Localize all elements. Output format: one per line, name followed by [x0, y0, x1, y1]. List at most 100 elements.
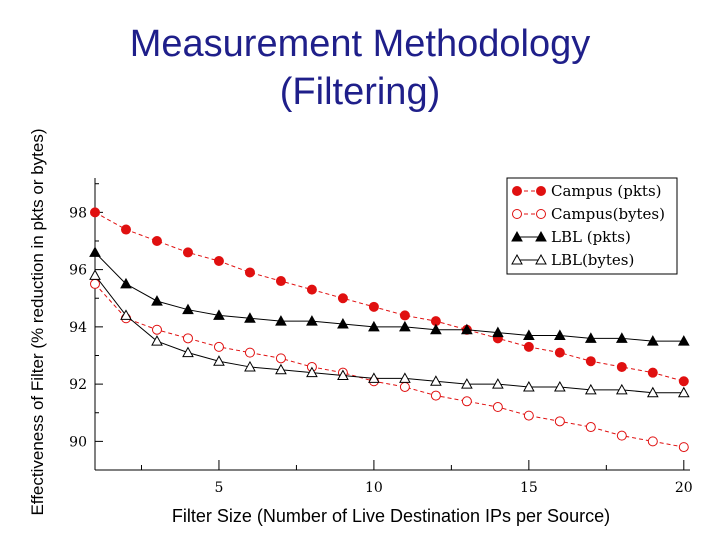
data-point — [616, 430, 627, 441]
data-point — [89, 269, 101, 280]
legend-entry-0: Campus (pkts) — [551, 182, 662, 200]
data-point — [554, 416, 565, 427]
data-point — [182, 247, 193, 258]
data-point — [151, 235, 162, 246]
data-point — [584, 332, 597, 343]
data-point — [461, 378, 473, 389]
data-point — [585, 356, 596, 367]
data-point — [368, 320, 380, 332]
data-point — [182, 333, 193, 344]
data-point — [275, 276, 286, 287]
data-point — [554, 347, 565, 358]
x-tick-label-10: 10 — [365, 480, 383, 496]
legend-box — [506, 177, 678, 275]
data-point — [275, 315, 287, 326]
data-point — [368, 301, 379, 312]
data-point — [337, 369, 349, 381]
data-point — [584, 383, 597, 395]
data-point — [244, 347, 255, 358]
data-point — [646, 386, 659, 398]
series-line-0 — [94, 211, 684, 382]
data-point — [213, 256, 224, 267]
data-point — [151, 335, 163, 346]
series-line-1 — [94, 283, 684, 448]
data-point — [553, 329, 566, 340]
data-point — [430, 390, 441, 401]
series-2 — [89, 246, 690, 346]
legend-marker-3 — [511, 253, 523, 265]
data-point — [90, 278, 100, 289]
data-point — [492, 378, 504, 389]
legend-entry-1: Campus(bytes) — [551, 205, 665, 223]
legend-marker-0 — [512, 186, 522, 196]
data-point — [399, 372, 411, 383]
data-point — [677, 335, 690, 346]
data-point — [678, 442, 689, 453]
data-point — [492, 326, 504, 338]
data-point — [616, 361, 627, 372]
legend-marker-2 — [511, 230, 523, 242]
data-point — [615, 383, 628, 395]
data-point — [213, 309, 225, 320]
data-point — [120, 309, 132, 320]
data-point — [523, 329, 535, 340]
data-point — [306, 284, 317, 295]
series-1 — [90, 278, 689, 453]
x-tick-label-15: 15 — [520, 480, 538, 496]
data-point — [244, 312, 256, 323]
series-3 — [89, 269, 690, 398]
data-point — [461, 396, 472, 407]
series-0 — [90, 207, 689, 387]
data-point — [615, 332, 628, 343]
data-point — [306, 315, 318, 326]
data-point — [647, 367, 658, 378]
data-point — [399, 320, 411, 332]
legend-marker-0 — [536, 186, 546, 196]
data-point — [244, 360, 256, 372]
legend-marker-2 — [535, 230, 547, 242]
x-tick-label-20: 20 — [675, 480, 693, 496]
data-point — [337, 293, 348, 304]
data-point — [492, 402, 503, 413]
slide-title: Measurement Methodology (Filtering) — [60, 20, 660, 116]
data-point — [430, 375, 442, 386]
x-axis-label: Filter Size (Number of Live Destination … — [171, 506, 611, 526]
data-point — [399, 310, 410, 321]
data-point — [151, 295, 163, 306]
data-point — [90, 207, 100, 218]
legend-entry-3: LBL(bytes) — [551, 251, 634, 269]
series-line-2 — [94, 252, 684, 342]
legend: Campus (pkts) Campus(bytes) LBL (pkts) LBL(… — [506, 177, 678, 275]
data-point — [213, 355, 225, 366]
data-point — [368, 372, 380, 383]
data-point — [585, 422, 596, 433]
data-point — [337, 317, 349, 329]
data-point — [151, 324, 162, 335]
y-tick-label-90: 90 — [69, 434, 87, 450]
data-point — [461, 323, 473, 335]
legend-entry-2: LBL (pkts) — [551, 228, 631, 246]
data-point — [523, 380, 535, 392]
slide-title-line-1: Measurement Methodology — [129, 23, 591, 65]
slide-title-line-2: (Filtering) — [279, 71, 441, 113]
x-tick-label-5: 5 — [214, 480, 223, 496]
data-point — [399, 381, 410, 392]
y-tick-label-98: 98 — [69, 205, 87, 221]
data-point — [275, 363, 287, 375]
data-point — [244, 267, 255, 278]
y-tick-label-96: 96 — [69, 263, 87, 279]
data-point — [275, 353, 286, 364]
legend-marker-3 — [535, 253, 547, 265]
data-point — [646, 335, 659, 346]
y-tick-label-94: 94 — [69, 320, 87, 336]
data-point — [182, 346, 194, 358]
data-point — [523, 410, 534, 421]
data-point — [553, 380, 566, 392]
data-point — [678, 376, 689, 387]
data-point — [120, 224, 131, 235]
data-point — [647, 436, 658, 447]
data-point — [523, 341, 534, 352]
data-point — [430, 323, 442, 335]
legend-marker-1 — [536, 209, 546, 219]
